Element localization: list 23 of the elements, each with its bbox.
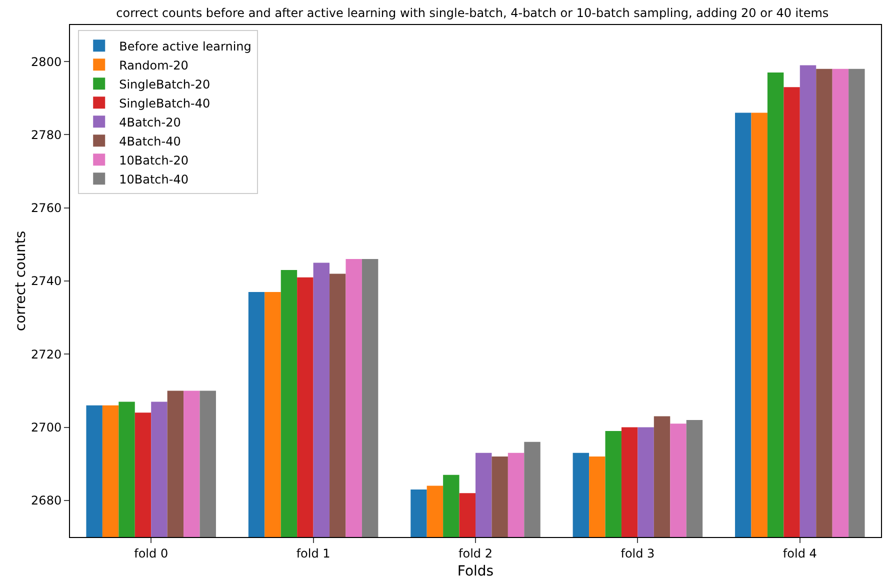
y-tick-label: 2800 bbox=[31, 54, 62, 69]
x-axis-title: Folds bbox=[457, 564, 494, 580]
legend-label: SingleBatch-20 bbox=[119, 77, 210, 92]
y-tick-label: 2760 bbox=[31, 201, 62, 216]
y-axis-title: correct counts bbox=[13, 230, 30, 332]
legend-label: 10Batch-40 bbox=[119, 172, 188, 186]
y-tick-label: 2700 bbox=[31, 420, 62, 434]
legend-label: 4Batch-20 bbox=[119, 115, 181, 130]
legend-label: Random-20 bbox=[119, 58, 188, 72]
y-tick-label: 2720 bbox=[31, 347, 62, 362]
legend-label: 10Batch-20 bbox=[119, 153, 188, 168]
x-tick-label: fold 0 bbox=[134, 546, 168, 560]
y-tick-label: 2680 bbox=[31, 494, 62, 508]
x-tick-label: fold 3 bbox=[620, 546, 655, 560]
legend-label: SingleBatch-40 bbox=[119, 96, 210, 110]
x-tick-label: fold 4 bbox=[782, 546, 817, 560]
x-tick-label: fold 2 bbox=[458, 546, 492, 560]
chart-title: correct counts before and after active learning with single-batch, 4-batch or 10-batch sampling, adding 20 or 40 items bbox=[116, 6, 829, 20]
x-tick-label: fold 1 bbox=[296, 546, 330, 560]
legend-label: Before active learning bbox=[119, 39, 252, 54]
y-tick-label: 2740 bbox=[31, 274, 62, 288]
legend-label: 4Batch-40 bbox=[119, 134, 181, 148]
y-tick-label: 2780 bbox=[31, 128, 62, 142]
